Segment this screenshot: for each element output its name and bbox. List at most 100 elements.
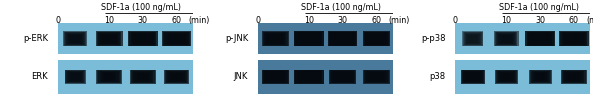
Text: JNK: JNK xyxy=(234,72,248,81)
Bar xyxy=(302,73,316,81)
Bar xyxy=(498,33,515,45)
Bar xyxy=(167,34,186,44)
Bar xyxy=(462,31,483,46)
Bar xyxy=(561,70,586,84)
Bar xyxy=(370,73,383,81)
Text: 0: 0 xyxy=(55,16,60,25)
Bar xyxy=(364,70,389,83)
Text: SDF-1a (100 ng/mL): SDF-1a (100 ng/mL) xyxy=(499,3,579,12)
Bar xyxy=(135,72,150,81)
Bar xyxy=(68,34,82,44)
Bar xyxy=(495,70,518,84)
Bar xyxy=(267,72,283,81)
Bar xyxy=(496,70,517,83)
Bar xyxy=(331,33,353,45)
Bar xyxy=(497,71,516,83)
Bar xyxy=(364,32,389,46)
Bar xyxy=(455,60,590,94)
Bar xyxy=(535,73,545,80)
Bar xyxy=(333,34,352,44)
Bar xyxy=(264,32,286,45)
Bar xyxy=(103,73,115,81)
Bar xyxy=(135,34,151,44)
Bar xyxy=(267,34,283,44)
Bar xyxy=(168,72,185,82)
Bar xyxy=(371,35,382,43)
Text: 10: 10 xyxy=(304,16,314,25)
Bar xyxy=(299,34,318,44)
Bar xyxy=(262,70,289,84)
Text: (min): (min) xyxy=(189,16,210,25)
Text: 10: 10 xyxy=(502,16,511,25)
Bar xyxy=(334,34,351,44)
Bar xyxy=(69,35,81,43)
Text: 60: 60 xyxy=(569,16,579,25)
Bar xyxy=(104,35,114,43)
Bar xyxy=(68,71,84,82)
Bar xyxy=(264,71,286,83)
Bar xyxy=(494,31,518,46)
Text: 0: 0 xyxy=(452,16,458,25)
Bar xyxy=(565,72,582,82)
Bar xyxy=(333,71,353,82)
Bar xyxy=(130,32,155,45)
Text: p-p38: p-p38 xyxy=(421,34,445,43)
Bar xyxy=(103,35,116,43)
Bar xyxy=(337,35,349,43)
Bar xyxy=(98,32,120,45)
Bar xyxy=(363,31,390,46)
Bar xyxy=(58,54,193,58)
Bar xyxy=(265,33,285,45)
Bar xyxy=(565,34,582,44)
Bar xyxy=(461,70,485,84)
Bar xyxy=(296,71,321,83)
Bar xyxy=(164,32,189,45)
Bar xyxy=(564,34,584,44)
Bar xyxy=(568,73,580,81)
Bar xyxy=(455,23,590,55)
Bar xyxy=(502,35,511,43)
Text: SDF-1a (100 ng/mL): SDF-1a (100 ng/mL) xyxy=(101,3,181,12)
Bar xyxy=(525,31,555,46)
Bar xyxy=(501,73,512,81)
Bar xyxy=(562,32,586,45)
Bar xyxy=(531,71,549,82)
Bar xyxy=(328,31,358,46)
Bar xyxy=(65,70,86,84)
Bar xyxy=(468,73,477,80)
Bar xyxy=(133,71,152,82)
Bar xyxy=(104,73,114,80)
Bar xyxy=(465,72,481,82)
Bar xyxy=(294,70,324,84)
Bar xyxy=(295,32,323,46)
Bar xyxy=(96,70,122,84)
Bar xyxy=(368,72,385,82)
Bar xyxy=(128,31,158,46)
Bar xyxy=(262,31,289,46)
Bar xyxy=(294,31,324,46)
Bar xyxy=(165,33,187,45)
Bar xyxy=(498,71,515,82)
Bar xyxy=(137,35,149,43)
Bar xyxy=(528,32,553,45)
Bar xyxy=(366,71,387,82)
Bar xyxy=(534,72,547,81)
Bar xyxy=(301,34,317,44)
Bar xyxy=(163,32,190,46)
Bar xyxy=(455,54,590,58)
Bar xyxy=(468,35,477,43)
Bar xyxy=(330,70,355,83)
Bar xyxy=(566,72,581,81)
Text: (min): (min) xyxy=(388,16,410,25)
Bar xyxy=(495,32,518,46)
Text: (min): (min) xyxy=(586,16,593,25)
Bar xyxy=(365,32,388,45)
Bar xyxy=(269,73,282,81)
Bar xyxy=(68,34,84,44)
Bar xyxy=(565,71,584,82)
Bar xyxy=(133,34,152,44)
Bar xyxy=(162,31,192,46)
Bar xyxy=(368,34,385,44)
Bar xyxy=(165,70,188,83)
Bar xyxy=(257,54,393,58)
